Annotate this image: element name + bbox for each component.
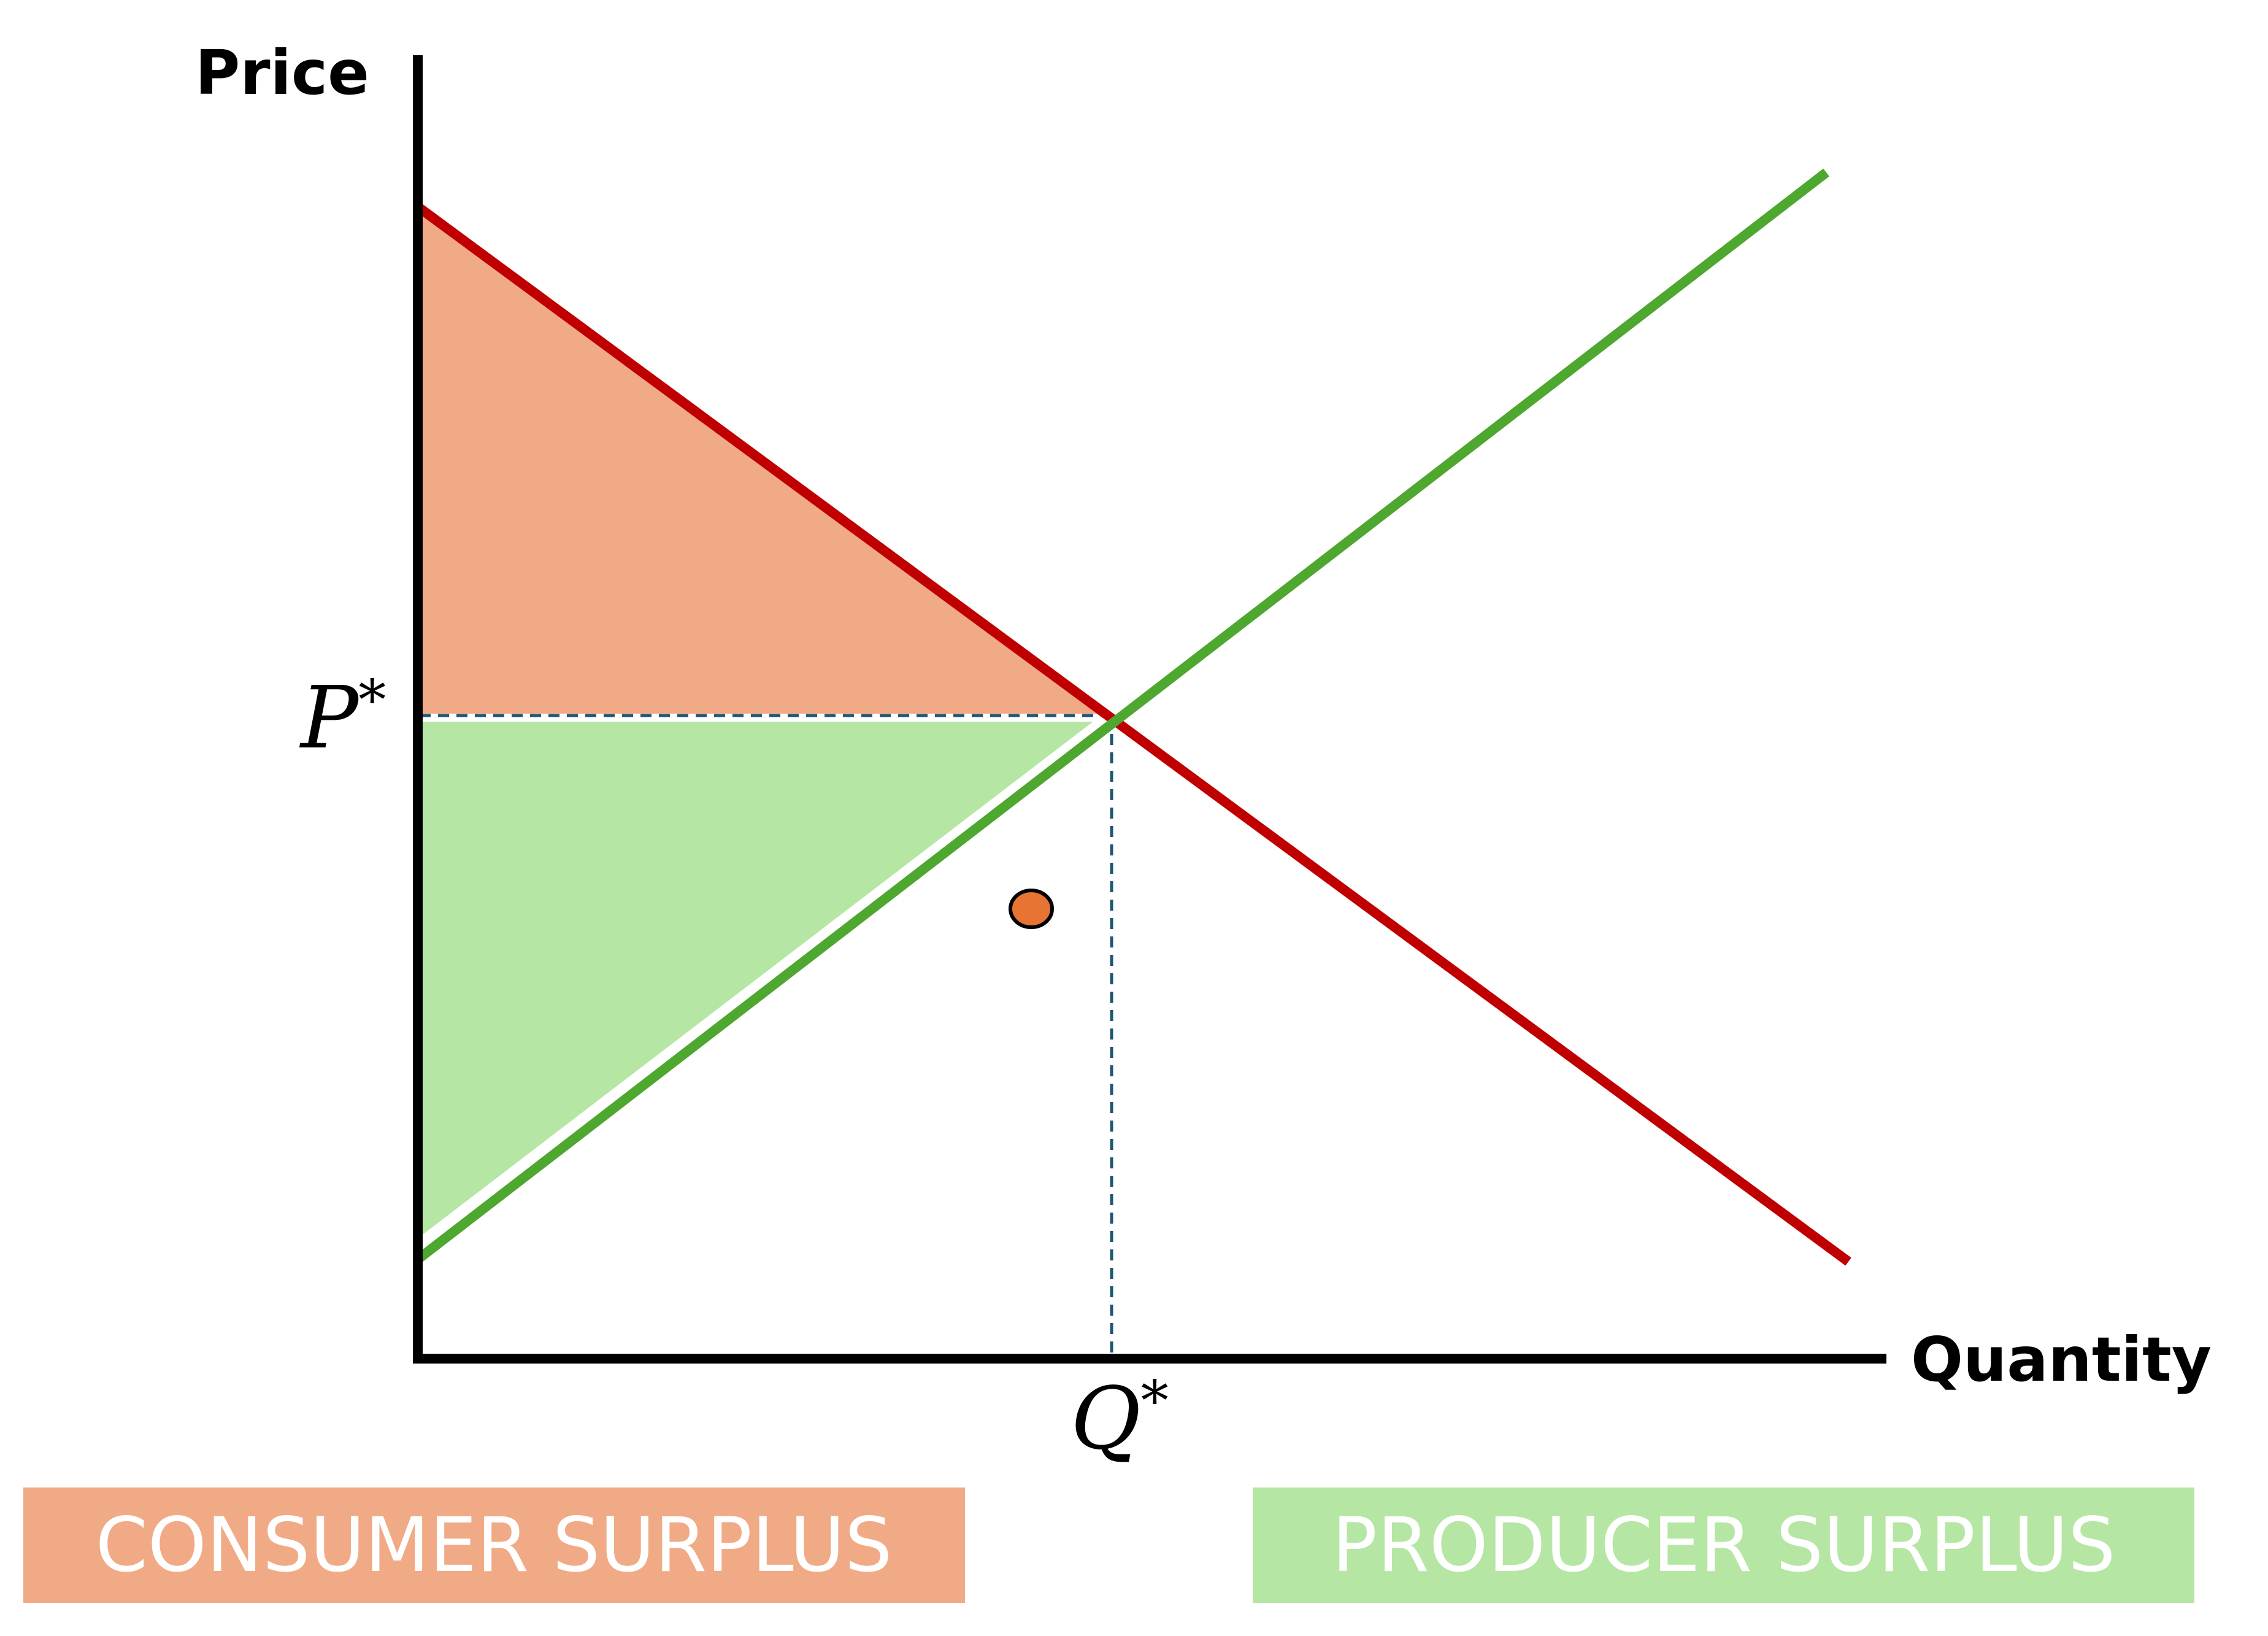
equilibrium-quantity-label: Q* [1071,1369,1169,1469]
supply-curve [417,168,1829,1262]
legend-consumer-surplus-box [23,1487,965,1603]
price-symbol: P [299,668,360,768]
x-axis-label: Quantity [1911,1324,2212,1395]
producer-surplus-edge [417,719,1101,1243]
price-star: * [358,668,386,733]
legend-producer-surplus-box [1253,1487,2194,1603]
legend-consumer-surplus: CONSUMER SURPLUS [23,1487,965,1603]
legend-consumer-surplus-label: CONSUMER SURPLUS [96,1502,893,1589]
legend-producer-surplus-label: PRODUCER SURPLUS [1332,1502,2115,1589]
quantity-star: * [1141,1369,1169,1433]
equilibrium-price-label: P* [299,668,386,768]
quantity-symbol: Q [1071,1369,1141,1469]
y-axis-label: Price [195,37,369,109]
legend-producer-surplus: PRODUCER SURPLUS [1253,1487,2194,1603]
demand-curve [417,204,1851,1266]
orange-dot-marker [1009,889,1054,929]
